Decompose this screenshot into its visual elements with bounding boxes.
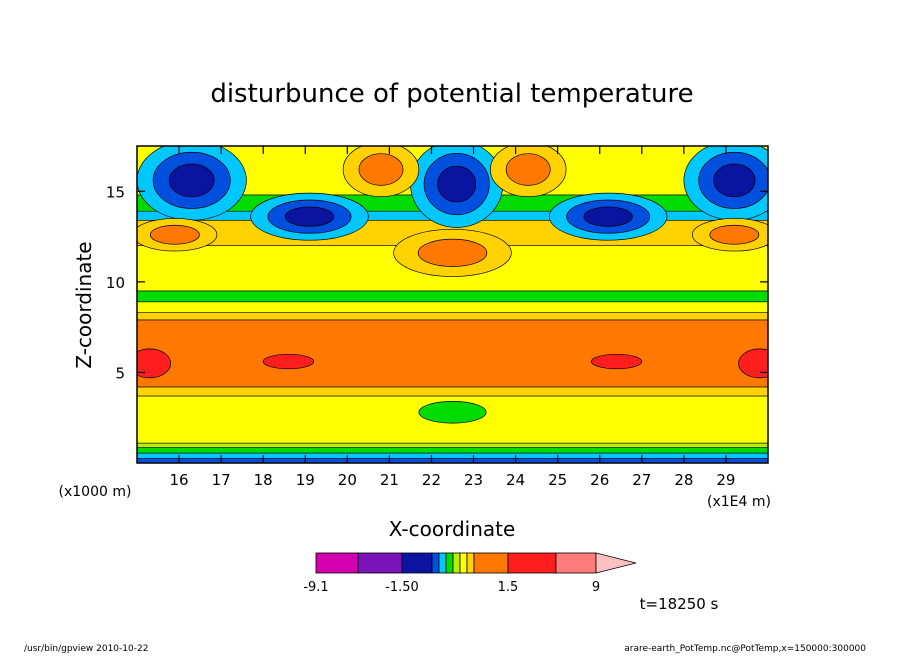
contour-blob-8-1 xyxy=(149,224,200,245)
colorbar-segment-2 xyxy=(401,552,433,574)
plot-area xyxy=(137,146,768,463)
colorbar-label-2: 1.5 xyxy=(498,580,519,595)
colorbar-segment-6 xyxy=(452,552,461,574)
contour-band-2 xyxy=(137,447,768,454)
x-tick-label-28: 28 xyxy=(674,471,693,489)
x-tick-label-17: 17 xyxy=(212,471,231,489)
x-tick-label-22: 22 xyxy=(422,471,441,489)
y-tick-label-5: 5 xyxy=(115,364,125,382)
colorbar-segment-8 xyxy=(466,552,475,574)
contour-band-3 xyxy=(137,442,768,448)
colorbar-segment-10 xyxy=(507,552,557,574)
plot-frame xyxy=(136,145,769,464)
colorbar-segment-0 xyxy=(315,552,359,574)
x-axis-unit: (x1E4 m) xyxy=(707,494,771,510)
x-tick-label-24: 24 xyxy=(506,471,525,489)
contour-blobs xyxy=(137,146,768,424)
footer-left: /usr/bin/gpview 2010-10-22 xyxy=(24,644,148,654)
x-tick-label-20: 20 xyxy=(338,471,357,489)
chart-title: disturbunce of potential temperature xyxy=(210,79,693,109)
colorbar-segment-1 xyxy=(357,552,403,574)
colorbar-segment-7 xyxy=(459,552,468,574)
contour-blob-9-1 xyxy=(709,224,760,245)
y-axis-label: Z-coordinate xyxy=(72,241,96,368)
x-tick-label-18: 18 xyxy=(254,471,273,489)
contour-blob-4-2 xyxy=(583,206,633,227)
contour-band-1 xyxy=(137,452,768,459)
y-axis-unit: (x1000 m) xyxy=(59,484,132,500)
y-tick-label-15: 15 xyxy=(106,183,125,201)
contour-blob-0-2 xyxy=(168,163,215,198)
colorbar-label-0: -9.1 xyxy=(303,580,328,595)
x-tick-label-16: 16 xyxy=(170,471,189,489)
colorbar-segment-4 xyxy=(438,552,447,574)
contour-band-8 xyxy=(137,301,768,313)
footer-right: arare-earth_PotTemp.nc@PotTemp,x=150000:… xyxy=(624,644,866,654)
contour-blob-14-0 xyxy=(418,401,487,424)
x-tick-label-21: 21 xyxy=(380,471,399,489)
contour-band-9 xyxy=(137,290,768,303)
time-label: t=18250 s xyxy=(640,595,719,613)
contour-blob-7-1 xyxy=(417,238,488,267)
colorbar xyxy=(315,552,637,574)
y-tick-label-10: 10 xyxy=(106,274,125,292)
colorbar-segment-3 xyxy=(431,552,440,574)
colorbar-arrow xyxy=(595,552,637,574)
contour-blob-12-0 xyxy=(262,353,315,370)
colorbar-segment-9 xyxy=(473,552,509,574)
y-axis-ticks: 5 10 15 xyxy=(106,183,768,382)
colorbar-label-3: 9 xyxy=(592,580,600,595)
x-tick-label-27: 27 xyxy=(632,471,651,489)
colorbar-segment-11 xyxy=(555,552,597,574)
contour-blob-2-2 xyxy=(437,165,477,203)
contour-blob-5-1 xyxy=(358,153,404,186)
contour-blob-6-1 xyxy=(505,153,551,186)
contour-band-7 xyxy=(137,312,768,321)
contour-band-5 xyxy=(137,386,768,397)
contour-blob-1-2 xyxy=(713,163,756,198)
contour-blob-13-0 xyxy=(590,353,643,370)
colorbar-label-1: -1.50 xyxy=(385,580,419,595)
contour-band-6 xyxy=(137,319,768,388)
contour-blob-11-0 xyxy=(738,348,768,379)
x-tick-label-19: 19 xyxy=(296,471,315,489)
x-axis-ticks: 16 17 18 19 20 21 22 23 24 25 26 27 28 29 xyxy=(170,146,735,489)
x-tick-label-29: 29 xyxy=(716,471,735,489)
x-tick-label-23: 23 xyxy=(464,471,483,489)
contour-blob-3-2 xyxy=(284,206,335,227)
x-tick-label-26: 26 xyxy=(590,471,609,489)
contour-blob-10-0 xyxy=(137,348,171,379)
colorbar-segment-5 xyxy=(445,552,454,574)
x-axis-label: X-coordinate xyxy=(389,517,516,541)
x-tick-label-25: 25 xyxy=(548,471,567,489)
colorbar-labels: -9.1 -1.50 1.5 9 xyxy=(303,580,600,595)
